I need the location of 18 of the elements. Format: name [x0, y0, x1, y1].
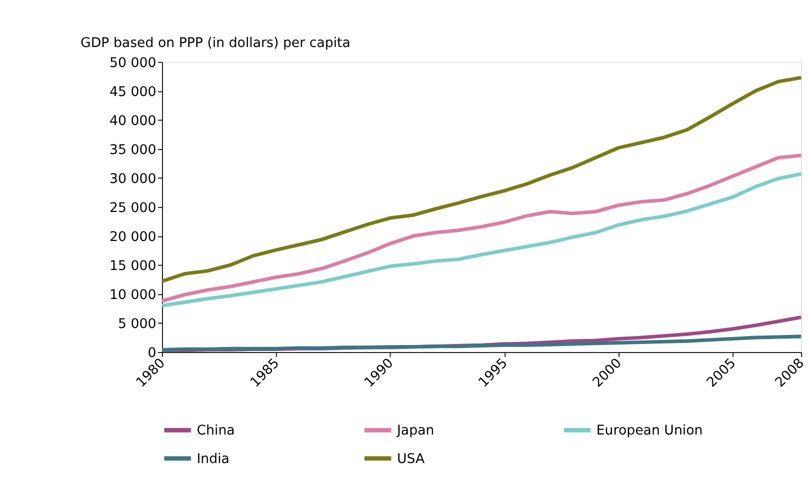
legend-label: China: [196, 424, 235, 439]
legend-label: India: [196, 452, 230, 467]
legend-label: USA: [396, 452, 426, 467]
y-tick-label: 15 000: [110, 258, 156, 274]
line-series: [160, 76, 803, 284]
y-tick-label: 30 000: [110, 172, 156, 187]
y-tick-label: 45 000: [110, 84, 156, 100]
legend-label: Japan: [396, 424, 434, 439]
y-tick-label: 20 000: [110, 230, 156, 245]
y-tick-label: 5 000: [118, 316, 156, 332]
y-tick-label: 50 000: [110, 56, 156, 71]
y-tick-label: 35 000: [110, 142, 156, 158]
legend-label: European Union: [596, 424, 703, 439]
y-tick-label: 40 000: [110, 114, 156, 129]
y-axis-title: GDP based on PPP (in dollars) per capita: [80, 36, 350, 52]
y-tick-label: 25 000: [110, 200, 156, 216]
y-tick-label: 0: [148, 346, 156, 361]
y-tick-label: 10 000: [110, 288, 156, 303]
